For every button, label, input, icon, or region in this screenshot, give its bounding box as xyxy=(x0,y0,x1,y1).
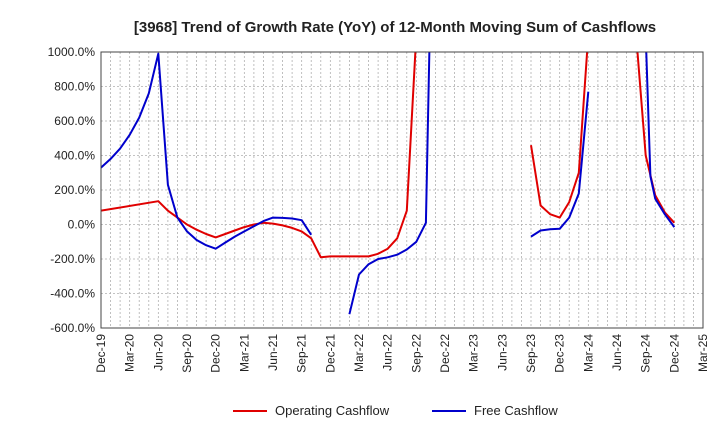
x-tick-label: Jun-22 xyxy=(381,334,395,371)
series-lines xyxy=(101,52,676,315)
x-tick-label: Dec-23 xyxy=(553,334,567,373)
x-tick-label: Mar-25 xyxy=(696,334,710,372)
x-tick-label: Sep-22 xyxy=(409,334,423,373)
y-tick-label: 1000.0% xyxy=(48,45,96,59)
x-tick-label: Dec-24 xyxy=(667,334,681,373)
series-line-operating-cashflow xyxy=(101,52,417,259)
series-line-free-cashflow xyxy=(645,52,676,228)
series-line-free-cashflow xyxy=(530,91,590,238)
legend: Operating Cashflow Free Cashflow xyxy=(233,403,558,418)
plot-frame xyxy=(100,51,704,329)
x-tick-label: Sep-23 xyxy=(524,334,538,373)
x-tick-label: Jun-23 xyxy=(495,334,509,371)
x-tick-label: Dec-21 xyxy=(323,334,337,373)
x-tick-label: Dec-19 xyxy=(94,334,108,373)
x-tick-label: Mar-20 xyxy=(123,334,137,372)
y-tick-label: 800.0% xyxy=(54,80,95,94)
series-line-free-cashflow xyxy=(348,52,431,315)
y-tick-label: -400.0% xyxy=(50,287,95,301)
x-tick-label: Dec-20 xyxy=(209,334,223,373)
series-line-free-cashflow xyxy=(101,52,313,250)
y-tick-label: -600.0% xyxy=(50,321,95,335)
y-tick-label: 600.0% xyxy=(54,114,95,128)
x-tick-label: Jun-21 xyxy=(266,334,280,371)
series-line-operating-cashflow xyxy=(530,52,589,219)
x-tick-label: Sep-20 xyxy=(180,334,194,373)
x-tick-label: Dec-22 xyxy=(438,334,452,373)
x-tick-label: Jun-24 xyxy=(610,334,624,371)
chart-title: [3968] Trend of Growth Rate (YoY) of 12-… xyxy=(134,19,656,36)
y-tick-label: -200.0% xyxy=(50,252,95,266)
legend-label: Operating Cashflow xyxy=(275,403,390,418)
y-tick-label: 400.0% xyxy=(54,149,95,163)
x-tick-label: Mar-21 xyxy=(237,334,251,372)
y-tick-label: 200.0% xyxy=(54,183,95,197)
grid-lines xyxy=(100,51,704,329)
x-tick-label: Sep-24 xyxy=(639,334,653,373)
y-axis-ticks: 1000.0% 800.0% 600.0% 400.0% 200.0% 0.0% -200.… xyxy=(48,45,96,335)
x-tick-label: Mar-24 xyxy=(581,334,595,372)
x-axis-ticks: Dec-19 Mar-20 Jun-20 Sep-20 Dec-20 Mar-21 Jun-… xyxy=(94,334,710,373)
legend-label: Free Cashflow xyxy=(474,403,558,418)
x-tick-label: Mar-22 xyxy=(352,334,366,372)
x-tick-label: Jun-20 xyxy=(151,334,165,371)
y-tick-label: 0.0% xyxy=(68,218,96,232)
x-tick-label: Mar-23 xyxy=(467,334,481,372)
x-tick-label: Sep-21 xyxy=(295,334,309,373)
